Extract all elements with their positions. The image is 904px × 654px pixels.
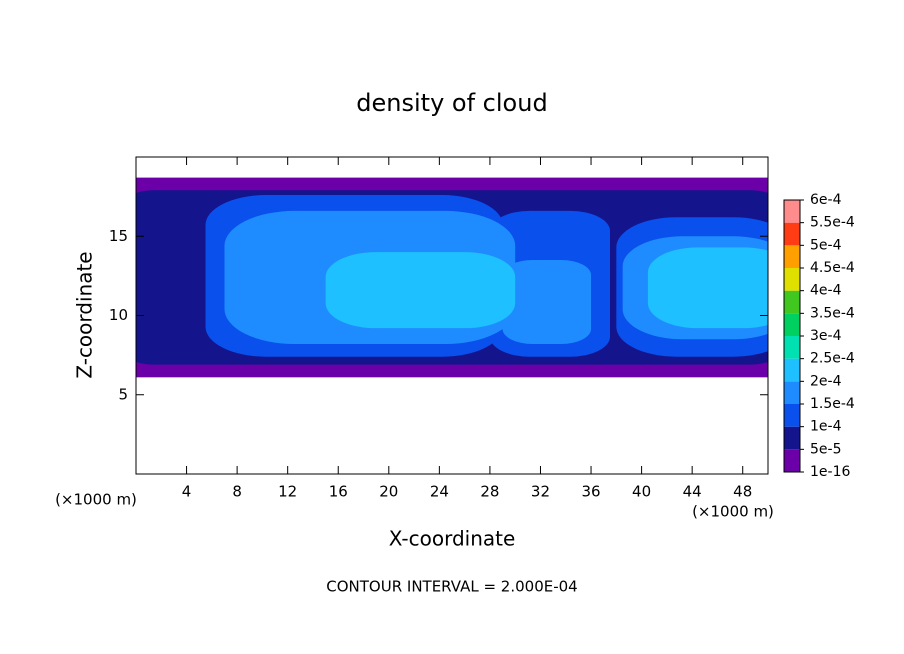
colorbar-label: 1e-4 — [810, 419, 842, 435]
colorbar-swatch — [784, 222, 800, 246]
colorbar-label: 4.5e-4 — [810, 260, 855, 276]
colorbar-label: 2.5e-4 — [810, 351, 855, 367]
colorbar-swatch — [784, 313, 800, 336]
x-tick-label: 36 — [581, 483, 600, 501]
x-tick-label: 40 — [632, 483, 651, 501]
annotation: CONTOUR INTERVAL = 2.000E-04 — [326, 578, 577, 596]
colorbar-label: 3e-4 — [810, 328, 842, 344]
y-tick-label: 5 — [118, 385, 128, 403]
colorbar-label: 1e-16 — [810, 464, 850, 480]
colorbar-swatch — [784, 358, 800, 382]
y-axis-label: Z-coordinate — [73, 251, 97, 378]
x-axis-label: X-coordinate — [389, 527, 516, 551]
colorbar-swatch — [784, 290, 800, 314]
x-tick-label: 48 — [733, 483, 752, 501]
colorbar-swatch — [784, 200, 800, 223]
contour-region — [502, 260, 592, 345]
x-tick-label: 12 — [278, 483, 297, 501]
colorbar-swatch — [784, 336, 800, 359]
x-tick-label: 8 — [232, 483, 242, 501]
colorbar-label: 2e-4 — [810, 373, 842, 389]
y-tick-label: 10 — [109, 306, 128, 324]
x-tick-label: 16 — [329, 483, 348, 501]
y-tick-label: 15 — [109, 227, 128, 245]
colorbar-label: 4e-4 — [810, 283, 842, 299]
colorbar-swatch — [784, 268, 800, 291]
colorbar-swatch — [784, 404, 800, 427]
x-unit-label: (×1000 m) — [692, 503, 774, 521]
x-unit-label: (×1000 m) — [55, 491, 137, 509]
colorbar-swatch — [784, 245, 800, 268]
x-tick-label: 20 — [379, 483, 398, 501]
colorbar-label: 6e-4 — [810, 192, 842, 208]
contour-region — [647, 247, 768, 329]
x-tick-label: 4 — [182, 483, 192, 501]
contour-field — [136, 177, 768, 378]
colorbar-swatch — [784, 449, 800, 472]
colorbar-label: 5.5e-4 — [810, 215, 855, 231]
colorbar-swatch — [784, 426, 800, 450]
chart-title: density of cloud — [356, 89, 547, 117]
colorbar-label: 5e-5 — [810, 441, 841, 457]
colorbar-label: 1.5e-4 — [810, 396, 855, 412]
x-tick-label: 44 — [683, 483, 702, 501]
contour-region — [325, 252, 516, 329]
x-tick-label: 24 — [430, 483, 449, 501]
colorbar-label: 3.5e-4 — [810, 305, 855, 321]
colorbar-swatch — [784, 381, 800, 404]
x-tick-label: 32 — [531, 483, 550, 501]
colorbar-label: 5e-4 — [810, 237, 842, 253]
x-tick-label: 28 — [480, 483, 499, 501]
